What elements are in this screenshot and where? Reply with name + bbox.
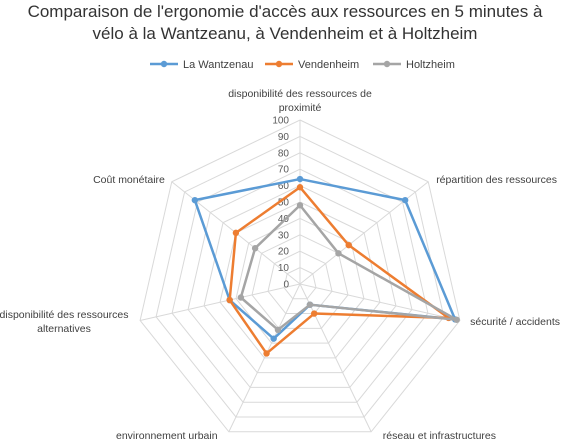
axis-label-7: Coût monétaire xyxy=(93,174,165,186)
axis-label-3: sécurité / accidents xyxy=(470,316,560,328)
axis-label-5-line-1: environnement urbain xyxy=(116,430,218,442)
legend-marker-3 xyxy=(383,60,391,68)
axis-label-2-line-1: répartition des ressources xyxy=(436,174,557,186)
legend-label-1: La Wantzenau xyxy=(183,59,254,71)
spoke-6 xyxy=(140,283,301,321)
data-point-2-6 xyxy=(226,296,233,304)
axis-label-2: répartition des ressources xyxy=(436,174,557,186)
data-point-3-2 xyxy=(335,250,342,257)
data-point-3-5 xyxy=(274,326,282,334)
data-point-1-2 xyxy=(401,196,409,204)
legend-entry-1: La Wantzenau xyxy=(150,59,254,71)
data-point-3-3 xyxy=(453,316,460,323)
legend-label-3: Holtzheim xyxy=(406,59,455,71)
spoke-4 xyxy=(299,283,372,432)
tick-label-100: 100 xyxy=(272,116,289,127)
spoke-3 xyxy=(299,283,460,321)
series-line-2 xyxy=(228,185,450,355)
data-point-2-1 xyxy=(296,184,304,191)
data-point-3-7 xyxy=(251,245,259,252)
grid-ring-6 xyxy=(203,185,397,374)
data-point-3-1 xyxy=(296,202,304,209)
axis-label-4-line-1: réseau et infrastructures xyxy=(383,430,496,442)
tick-label-30: 30 xyxy=(278,230,290,241)
data-point-2-7 xyxy=(232,229,240,237)
axis-labels: disponibilité des ressources de proximité… xyxy=(0,88,560,442)
series-line-1 xyxy=(193,177,457,340)
radar-grid xyxy=(139,119,461,433)
tick-label-60: 60 xyxy=(278,181,290,192)
data-point-3-4 xyxy=(306,301,314,308)
axis-label-6-line-1: disponibilité des ressources xyxy=(0,309,128,321)
grid-ring-9 xyxy=(155,135,445,418)
tick-label-80: 80 xyxy=(278,148,290,159)
tick-label-10: 10 xyxy=(278,263,290,274)
axis-label-1: disponibilité des ressources de proximité xyxy=(228,88,372,114)
legend-marker-2 xyxy=(275,60,283,68)
legend-entry-3: Holtzheim xyxy=(373,59,455,71)
grid-ring-7 xyxy=(187,168,413,388)
grid-ring-8 xyxy=(171,152,429,403)
grid-ring-4 xyxy=(235,217,365,344)
tick-label-50: 50 xyxy=(278,198,290,209)
data-point-3-6 xyxy=(237,294,245,301)
legend-entry-2: Vendenheim xyxy=(265,59,359,71)
series-group xyxy=(191,175,460,357)
grid-ring-5 xyxy=(219,201,381,359)
axis-label-6-line-2: alternatives xyxy=(37,323,91,335)
tick-label-70: 70 xyxy=(278,165,290,176)
legend-label-2: Vendenheim xyxy=(298,59,359,71)
tick-label-0: 0 xyxy=(283,280,289,291)
data-point-1-1 xyxy=(296,175,304,183)
chart-title: Comparaison de l'ergonomie d'accès aux r… xyxy=(28,2,543,43)
axis-label-6: disponibilité des ressources alternatives xyxy=(0,309,128,335)
data-point-2-4 xyxy=(311,310,318,317)
grid-ring-1 xyxy=(283,267,317,300)
series-3 xyxy=(237,202,460,334)
data-point-2-5 xyxy=(263,350,270,357)
axis-label-4: réseau et infrastructures xyxy=(383,430,496,442)
legend: La Wantzenau Vendenheim Holtzheim xyxy=(150,59,455,71)
grid-ring-3 xyxy=(251,234,349,329)
data-point-1-5 xyxy=(270,335,277,342)
data-point-1-7 xyxy=(191,196,199,204)
chart-title-line-2: vélo à la Wantzeanu, à Vendenheim et à H… xyxy=(93,24,478,43)
chart-title-line-1: Comparaison de l'ergonomie d'accès aux r… xyxy=(28,2,543,21)
axis-label-1-line-2: proximité xyxy=(279,102,322,114)
series-line-3 xyxy=(239,204,458,332)
data-point-2-2 xyxy=(345,241,352,249)
axis-label-7-line-1: Coût monétaire xyxy=(93,174,165,186)
spoke-5 xyxy=(228,283,301,432)
tick-label-20: 20 xyxy=(278,247,290,258)
tick-label-90: 90 xyxy=(278,132,290,143)
grid-ring-10 xyxy=(139,119,461,433)
axis-label-3-line-1: sécurité / accidents xyxy=(470,316,560,328)
legend-marker-1 xyxy=(160,60,168,68)
axis-label-1-line-1: disponibilité des ressources de xyxy=(228,88,372,100)
axis-label-5: environnement urbain xyxy=(116,430,218,442)
